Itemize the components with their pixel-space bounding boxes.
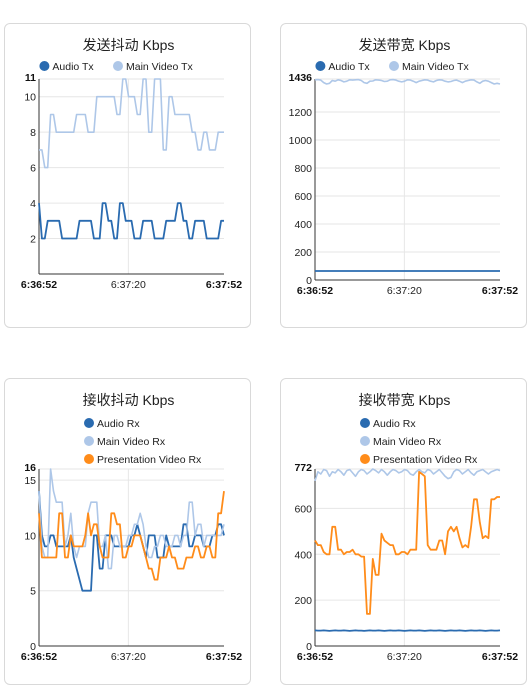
series-line-main-video-rx: [38, 468, 225, 570]
legend-marker: [84, 418, 94, 428]
y-tick-label: 5: [30, 586, 36, 598]
y-tick-label: 400: [294, 219, 312, 231]
y-tick-label: 15: [24, 475, 36, 487]
series-line-main-video-tx: [314, 78, 501, 85]
x-tick-label: 6:36:52: [297, 285, 333, 297]
x-tick-label: 6:37:20: [387, 651, 422, 663]
legend-label: Main Video Rx: [97, 436, 166, 448]
chart-receive-jitter: 接收抖动 Kbps Audio Rx Main Video Rx Presentati…: [21, 392, 242, 663]
y-tick-label: 6: [30, 163, 36, 175]
y-tick-label: 10: [24, 92, 36, 104]
x-tick-label: 6:37:20: [111, 279, 146, 291]
series-line-presentation-video-rx: [38, 490, 225, 581]
chart-card-receive-jitter: 接收抖动 Kbps Audio Rx Main Video Rx Presentati…: [4, 378, 251, 685]
chart-title: 接收抖动 Kbps: [83, 392, 175, 408]
legend-marker: [113, 61, 123, 71]
series-line-audio-rx: [314, 629, 501, 632]
y-tick-label: 400: [294, 549, 312, 561]
legend-marker: [84, 454, 94, 464]
legend-marker: [84, 436, 94, 446]
y-tick-label: 1200: [289, 107, 313, 119]
chart-receive-bandwidth: 接收带宽 Kbps Audio Rx Main Video Rx Presentati…: [294, 392, 518, 663]
chart-title: 发送带宽 Kbps: [359, 37, 451, 53]
y-tick-label: 8: [30, 127, 36, 139]
legend-label: Audio Rx: [373, 418, 416, 430]
x-tick-label: 6:36:52: [297, 651, 333, 663]
legend-label: Presentation Video Rx: [97, 454, 202, 466]
y-tick-label: 600: [294, 503, 312, 515]
legend-label: Main Video Tx: [402, 61, 469, 73]
legend-marker: [360, 454, 370, 464]
y-max-label: 11: [25, 72, 36, 84]
legend-marker: [360, 418, 370, 428]
x-tick-label: 6:37:20: [387, 285, 422, 297]
series-line-presentation-video-rx: [314, 470, 500, 615]
chart-card-send-bandwidth: 发送带宽 Kbps Audio Tx Main Video Tx 0 200 400 600…: [280, 23, 527, 328]
x-tick-label: 6:37:52: [482, 651, 518, 663]
y-tick-label: 2: [30, 234, 36, 246]
chart-card-send-jitter: 发送抖动 Kbps Audio Tx Main Video Tx 2 4 6 8 10 11 6:…: [4, 23, 251, 328]
x-tick-label: 6:36:52: [21, 279, 57, 291]
legend-label: Audio Tx: [52, 61, 94, 73]
legend-label: Presentation Video Rx: [373, 454, 478, 466]
y-tick-label: 0: [306, 275, 312, 287]
y-max-label: 772: [294, 462, 312, 474]
series-line-main-video-rx: [314, 468, 501, 482]
chart-send-jitter: 发送抖动 Kbps Audio Tx Main Video Tx 2 4 6 8 10 11 6:…: [21, 37, 242, 291]
legend-marker: [39, 61, 50, 71]
chart-title: 接收带宽 Kbps: [359, 392, 451, 408]
y-tick-label: 0: [306, 641, 312, 653]
series-line-audio-tx: [38, 202, 224, 240]
legend-label: Audio Rx: [97, 418, 140, 430]
legend-label: Main Video Rx: [373, 436, 442, 448]
chart-send-bandwidth: 发送带宽 Kbps Audio Tx Main Video Tx 0 200 400 600…: [289, 37, 519, 297]
y-tick-label: 1000: [289, 135, 313, 147]
legend-label: Audio Tx: [328, 61, 370, 73]
series-line-main-video-tx: [39, 78, 224, 169]
y-tick-label: 800: [294, 163, 312, 175]
y-tick-label: 10: [24, 530, 36, 542]
chart-card-receive-bandwidth: 接收带宽 Kbps Audio Rx Main Video Rx Presentati…: [280, 378, 527, 685]
legend-marker: [389, 61, 399, 71]
x-tick-label: 6:36:52: [21, 651, 57, 663]
legend-label: Main Video Tx: [126, 61, 193, 73]
y-tick-label: 200: [294, 595, 312, 607]
y-tick-label: 200: [294, 247, 312, 259]
y-tick-label: 0: [30, 641, 36, 653]
y-tick-label: 600: [294, 191, 312, 203]
x-tick-label: 6:37:52: [206, 651, 242, 663]
x-tick-label: 6:37:20: [111, 651, 146, 663]
legend-marker: [360, 436, 370, 446]
x-tick-label: 6:37:52: [206, 279, 242, 291]
chart-title: 发送抖动 Kbps: [83, 37, 175, 53]
x-tick-label: 6:37:52: [482, 285, 518, 297]
y-tick-label: 4: [30, 198, 36, 210]
y-max-label: 16: [24, 462, 36, 474]
y-max-label: 1436: [289, 72, 313, 84]
legend-marker: [315, 61, 326, 71]
